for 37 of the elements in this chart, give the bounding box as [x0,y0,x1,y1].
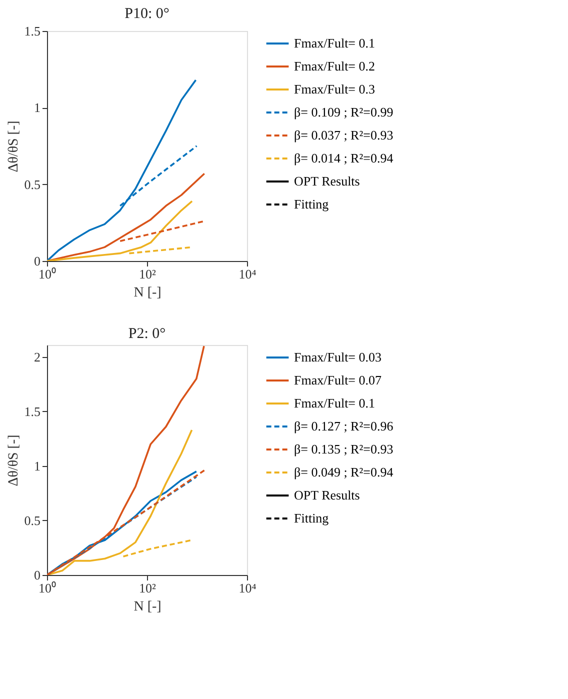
legend-label: β= 0.135 ; R²=0.93 [294,442,394,456]
legend-label: OPT Results [294,488,360,502]
legend-label: Fmax/Fult= 0.2 [294,58,376,74]
x-tick-label: 10⁴ [238,580,257,596]
y-tick-label: 1.5 [24,404,40,419]
y-tick-label: 1 [34,100,40,116]
y-tick-label: 1.5 [24,24,40,38]
y-axis-title: Δθ/θS [-] [6,120,22,172]
x-axis-title: N [-] [134,600,162,614]
y-tick-label: 0.5 [24,176,40,192]
legend-label: Fmax/Fult= 0.1 [294,396,376,410]
x-tick-label: 10² [139,580,156,596]
y-tick-label: 0 [34,568,40,582]
x-tick-label: 10⁰ [38,266,56,282]
y-axis-title: Δθ/θS [-] [6,434,22,486]
legend-label: β= 0.109 ; R²=0.99 [294,104,394,120]
x-tick-label: 10² [139,266,156,282]
y-tick-label: 1 [34,458,40,474]
y-tick-label: 0 [34,254,40,268]
x-tick-label: 10⁴ [238,266,257,282]
legend-label: Fitting [294,196,330,212]
x-tick-label: 10⁰ [38,580,56,596]
legend-label: β= 0.037 ; R²=0.93 [294,128,394,142]
y-tick-label: 0.5 [24,513,40,528]
legend-label: Fmax/Fult= 0.03 [294,350,382,364]
chart-title: P2: 0° [128,326,166,342]
x-axis-title: N [-] [134,286,162,300]
chart-title: P10: 0° [124,6,170,22]
legend-label: Fmax/Fult= 0.07 [294,372,382,388]
legend-label: β= 0.127 ; R²=0.96 [294,418,394,434]
y-tick-label: 2 [34,349,40,364]
legend-label: Fitting [294,510,330,526]
legend-label: Fmax/Fult= 0.1 [294,36,376,50]
legend-label: β= 0.049 ; R²=0.94 [294,464,394,480]
legend-label: OPT Results [294,174,360,188]
legend-label: β= 0.014 ; R²=0.94 [294,150,394,166]
legend-label: Fmax/Fult= 0.3 [294,82,376,96]
